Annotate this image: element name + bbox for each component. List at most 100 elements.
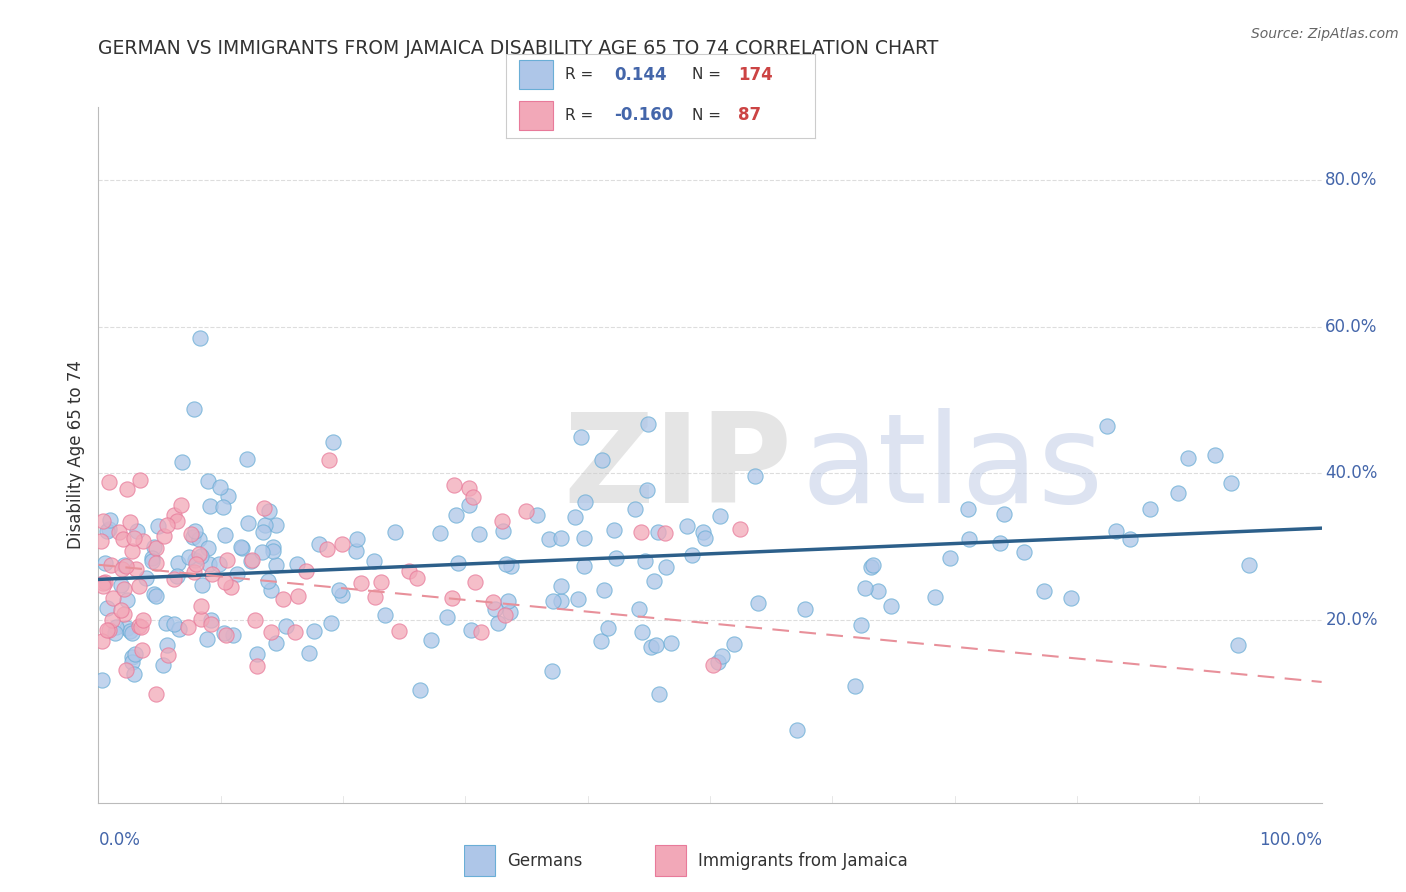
Point <box>844 679 866 693</box>
Point <box>215 628 238 642</box>
Point <box>187 532 209 546</box>
Point <box>156 638 179 652</box>
Point <box>1105 524 1128 538</box>
Point <box>190 613 212 627</box>
Point <box>550 532 572 546</box>
Point <box>295 564 318 578</box>
Point <box>197 541 219 556</box>
Point <box>593 583 616 598</box>
Point <box>643 574 665 589</box>
Point <box>166 556 188 570</box>
Point <box>253 500 276 515</box>
Point <box>120 515 142 529</box>
Point <box>496 594 519 608</box>
Point <box>330 588 353 602</box>
Point <box>384 524 406 539</box>
Point <box>640 640 662 654</box>
Point <box>794 602 817 616</box>
Point <box>243 613 266 627</box>
Point <box>107 524 129 539</box>
Point <box>156 518 179 533</box>
Point <box>266 636 288 650</box>
Point <box>127 524 149 538</box>
Text: 0.144: 0.144 <box>614 66 666 84</box>
Point <box>709 509 731 524</box>
Point <box>128 619 150 633</box>
Point <box>271 591 294 606</box>
Point <box>370 574 392 589</box>
Point <box>470 625 492 640</box>
Point <box>458 481 481 495</box>
Point <box>183 553 205 567</box>
Point <box>97 475 120 489</box>
Point <box>101 613 124 627</box>
Point <box>260 625 283 640</box>
Point <box>145 541 167 555</box>
Point <box>1060 591 1083 606</box>
Point <box>692 525 714 540</box>
Point <box>208 558 231 572</box>
FancyBboxPatch shape <box>519 101 553 130</box>
Point <box>550 579 572 593</box>
Point <box>1014 545 1036 559</box>
Point <box>240 553 263 567</box>
Point <box>183 524 205 538</box>
Point <box>135 572 157 586</box>
Point <box>318 453 340 467</box>
Text: N =: N = <box>692 108 721 123</box>
Point <box>240 554 263 568</box>
Point <box>363 554 385 568</box>
Point <box>441 591 464 605</box>
Point <box>254 518 277 533</box>
Text: N =: N = <box>692 67 721 82</box>
Point <box>111 562 134 576</box>
Point <box>1227 638 1250 652</box>
Point <box>115 663 138 677</box>
Point <box>676 519 699 533</box>
Point <box>221 580 243 594</box>
Point <box>482 595 505 609</box>
Point <box>344 543 367 558</box>
Point <box>166 568 188 582</box>
Point <box>141 554 163 568</box>
FancyBboxPatch shape <box>464 846 495 876</box>
Point <box>322 434 344 449</box>
Point <box>499 605 522 619</box>
Point <box>190 599 212 613</box>
Point <box>1167 485 1189 500</box>
Point <box>308 537 330 551</box>
Point <box>256 574 278 589</box>
Point <box>183 401 205 416</box>
Point <box>993 508 1015 522</box>
Point <box>499 559 522 574</box>
Point <box>200 616 222 631</box>
Point <box>112 582 135 597</box>
Point <box>105 620 128 634</box>
Point <box>167 623 190 637</box>
Point <box>235 452 257 467</box>
Point <box>860 560 883 574</box>
Point <box>252 525 274 540</box>
Point <box>172 455 194 469</box>
Point <box>128 579 150 593</box>
Point <box>104 625 127 640</box>
Point <box>180 526 202 541</box>
Point <box>229 540 252 554</box>
Point <box>1219 476 1241 491</box>
Point <box>155 616 177 631</box>
Point <box>572 558 595 573</box>
Point <box>630 524 652 539</box>
Point <box>364 591 387 605</box>
Point <box>212 626 235 640</box>
Point <box>457 498 479 512</box>
Point <box>631 625 654 640</box>
Point <box>564 510 586 524</box>
Point <box>988 536 1011 550</box>
Point <box>659 635 682 649</box>
Point <box>115 592 138 607</box>
Point <box>266 558 288 572</box>
Point <box>862 558 884 572</box>
Point <box>198 499 221 513</box>
Point <box>112 558 135 573</box>
Point <box>101 591 124 605</box>
